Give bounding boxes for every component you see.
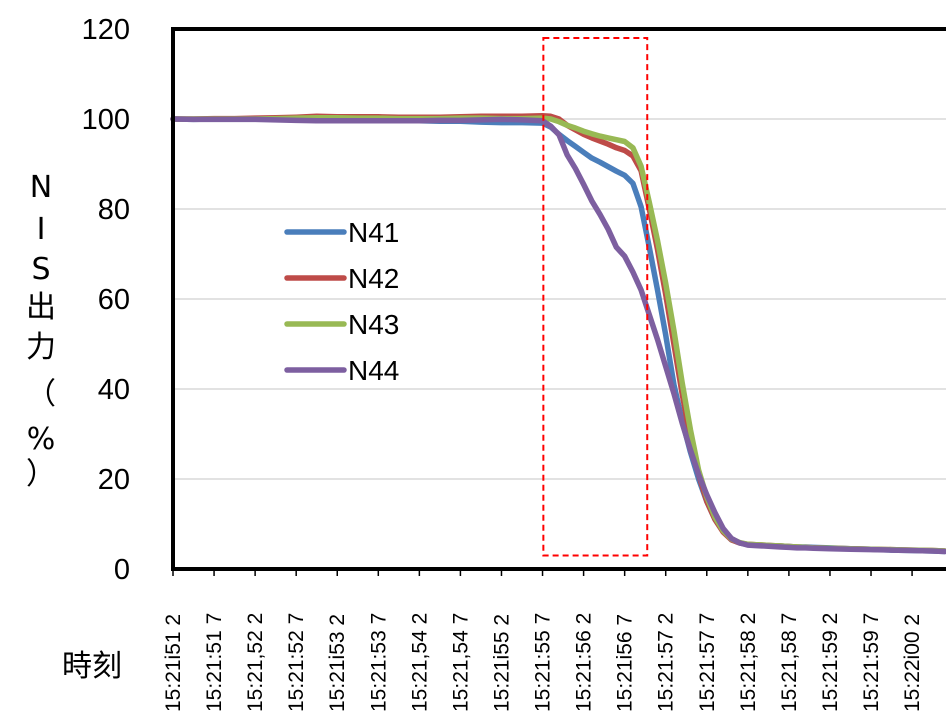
x-tick-label: 15:21;58 2 [737,613,760,712]
y-tick-label: 60 [98,284,130,316]
y-axis-title-char: I [36,212,46,247]
series-line-n41 [170,116,946,555]
y-axis-title-char: （ [26,377,56,412]
y-tick-labels: 0 20 40 60 80 100 120 [82,14,130,586]
plot-frame [171,27,946,571]
y-axis-title-char: 出 [26,290,56,325]
x-tick-label: 15:21:57 7 [696,613,719,712]
series-lines [170,113,946,555]
x-tick-label: 15:21:59 2 [819,613,842,712]
x-tick-label: 15:21i55 2 [490,614,513,712]
x-tick-labels: 15:21i51 2 15:21:51 7 15:21,52 2 15:21:52 7… [162,569,924,712]
x-tick-label: 15:21:51 7 [203,613,226,712]
x-tick-label: 15:21,54 7 [449,613,472,712]
x-tick-label: 15:21,54 2 [408,613,431,712]
x-tick-label: 15:21:59 7 [860,613,883,712]
highlight-box [542,37,649,557]
legend-label-n44: N44 [348,355,399,386]
x-tick-label: 15:22i00 2 [901,614,924,712]
x-tick-label: 15:21:55 7 [532,613,555,712]
y-axis-title-char: ） [26,457,56,492]
highlight-layer [542,37,649,557]
series-line-n43 [170,114,946,554]
y-axis-title-char: N [29,170,53,205]
x-tick-label: 15:21i51 2 [162,614,185,712]
x-tick-label: 15:21:56 2 [573,613,596,712]
x-axis-title: 時刻 [62,649,122,684]
series-line-n44 [170,116,946,555]
series-line-n42 [170,113,946,554]
x-tick-label: 15:21i56 7 [614,614,637,712]
y-axis-title-char: % [26,422,56,457]
x-tick-label: 15:21:53 7 [367,613,390,712]
y-tick-label: 20 [98,464,130,496]
y-tick-label: 120 [82,14,130,46]
x-tick-label: 15:21:52 7 [285,613,308,712]
y-axis-title-char: S [31,252,51,287]
legend-label-n41: N41 [348,217,399,248]
x-tick-label: 15:21,52 2 [244,613,267,712]
y-tick-label: 100 [82,104,130,136]
y-tick-label: 0 [114,554,130,586]
y-axis-title-char: 力 [26,330,56,365]
y-tick-label: 80 [98,194,130,226]
x-tick-label: 15:21,58 7 [778,613,801,712]
x-tick-label: 15:21:57 2 [655,613,678,712]
legend-label-n43: N43 [348,309,399,340]
legend: N41 N42 N43 N44 [284,217,399,386]
y-tick-label: 40 [98,374,130,406]
gridlines [173,118,946,480]
legend-label-n42: N42 [348,263,399,294]
x-tick-label: 15:21i53 2 [326,614,349,712]
